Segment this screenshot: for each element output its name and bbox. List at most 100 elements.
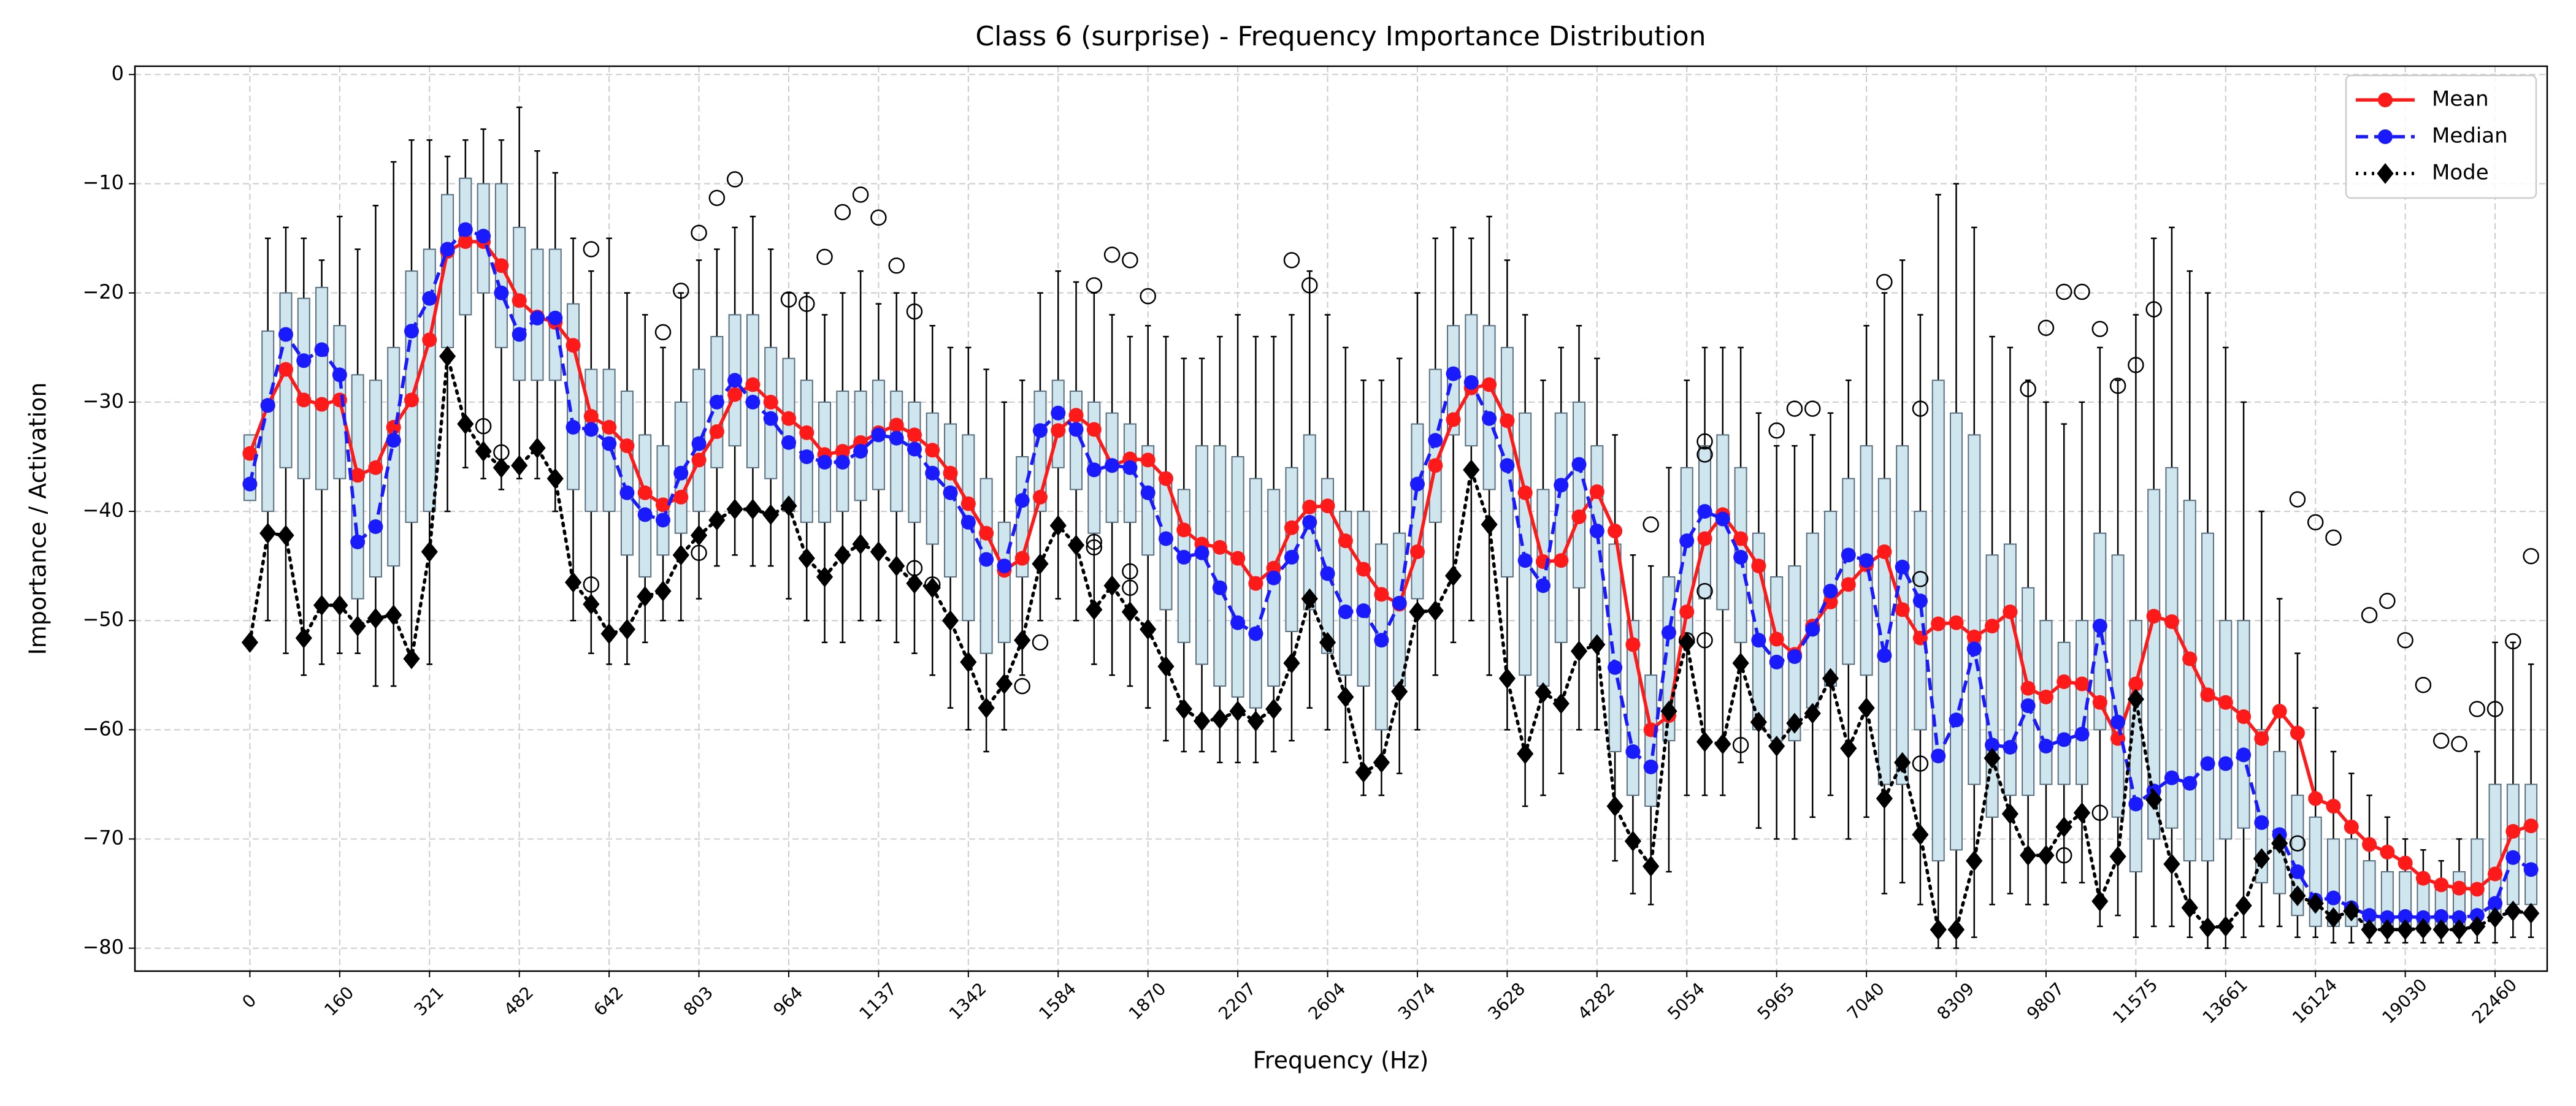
point-marker (1661, 625, 1676, 640)
mode-marker (690, 525, 708, 546)
mode-marker (1768, 736, 1785, 757)
mode-marker (1427, 600, 1444, 622)
mode-marker (2504, 901, 2521, 922)
mode-marker (1786, 712, 1803, 734)
point-marker (1966, 629, 1982, 644)
point-marker (1086, 462, 1102, 478)
point-marker (1535, 578, 1551, 593)
point-marker (404, 392, 419, 408)
point-marker (1374, 633, 1389, 648)
mode-marker (277, 525, 294, 546)
point-marker (1931, 749, 1946, 764)
point-marker (1769, 654, 1784, 669)
mode-marker (1822, 668, 1839, 689)
mode-marker (1678, 631, 1695, 653)
point-marker (404, 324, 419, 339)
point-marker (2092, 619, 2107, 634)
mode-marker (2020, 845, 2037, 866)
outlier (852, 186, 869, 203)
mode-marker (1067, 535, 1085, 556)
point-marker (314, 342, 329, 357)
y-tick-label: −40 (82, 498, 124, 522)
point-marker (2451, 880, 2467, 896)
mode-marker (2181, 897, 2198, 918)
point-marker (979, 525, 994, 541)
mode-marker (2127, 688, 2144, 710)
point-marker (2308, 791, 2323, 806)
point-marker (907, 427, 922, 443)
point-marker (691, 452, 707, 468)
mode-marker (295, 627, 312, 649)
mode-marker (654, 581, 672, 602)
point-marker (691, 436, 707, 451)
outlier (816, 248, 833, 265)
point-marker (1230, 615, 1246, 630)
box (944, 423, 957, 578)
point-marker (368, 460, 383, 475)
mode-marker (1193, 711, 1211, 732)
point-marker (2003, 739, 2018, 755)
point-marker (1051, 423, 1066, 438)
mode-marker (1157, 656, 1175, 677)
mode-marker (1463, 459, 1480, 481)
point-marker (512, 327, 527, 342)
point-marker (1608, 524, 1623, 539)
point-marker (1697, 504, 1712, 519)
mode-marker (1032, 553, 1049, 574)
point-marker (476, 229, 491, 244)
box (1339, 511, 1352, 676)
point-marker (332, 392, 347, 408)
point-marker (2057, 732, 2072, 747)
mode-marker (744, 498, 762, 520)
mode-marker (1247, 711, 1264, 732)
outlier (2037, 319, 2055, 337)
outlier (2145, 301, 2162, 318)
mode-marker (600, 623, 618, 644)
point-marker (853, 444, 868, 459)
outlier (2109, 377, 2126, 394)
mode-marker (564, 571, 582, 593)
mode-marker (1876, 788, 1893, 809)
point-marker (565, 419, 581, 435)
point-marker (1985, 738, 2000, 753)
point-marker (2218, 756, 2233, 771)
box (2003, 543, 2017, 796)
mode-marker (421, 541, 438, 562)
point-marker (1320, 566, 1335, 581)
mode-marker (1140, 619, 1157, 640)
point-marker (2003, 604, 2018, 619)
point-marker (458, 234, 473, 250)
point-marker (1428, 458, 1443, 473)
box (1267, 489, 1281, 687)
point-marker (2380, 910, 2395, 925)
box (638, 434, 652, 578)
legend-label: Median (2432, 124, 2508, 148)
point-marker (368, 519, 383, 535)
plot-frame (134, 65, 2548, 972)
mode-marker (2163, 853, 2180, 875)
outlier (1912, 400, 1929, 417)
box (585, 368, 598, 513)
y-tick-label: −70 (82, 826, 124, 849)
mode-marker (1643, 855, 1660, 877)
mode-marker (1337, 686, 1354, 707)
point-marker (1374, 587, 1389, 602)
point-marker (1966, 641, 1982, 657)
point-marker (1517, 485, 1533, 500)
point-marker (529, 310, 545, 326)
point-marker (835, 444, 850, 459)
mode-marker (672, 544, 689, 566)
point-marker (1949, 615, 1964, 630)
point-marker (763, 394, 778, 410)
outlier (834, 204, 851, 221)
mode-marker (349, 616, 366, 637)
mode-marker (2469, 915, 2486, 937)
mode-marker (2073, 802, 2091, 823)
point-marker (2469, 882, 2485, 897)
point-marker (1571, 509, 1587, 524)
outlier (2055, 847, 2072, 864)
point-marker (619, 438, 635, 454)
outlier (583, 241, 600, 257)
point-marker (2362, 837, 2377, 852)
point-marker (889, 418, 904, 433)
